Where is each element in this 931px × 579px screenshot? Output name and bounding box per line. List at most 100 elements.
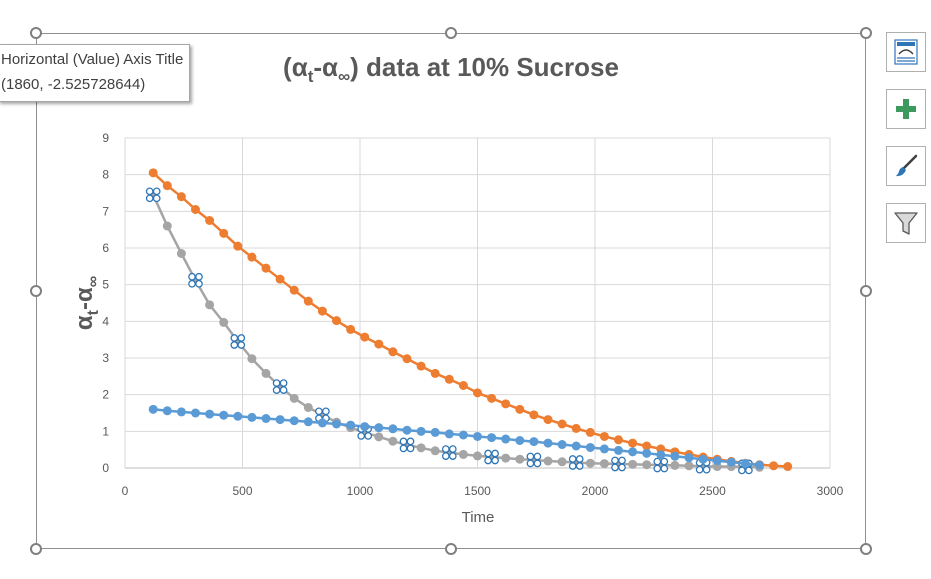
data-point[interactable]	[726, 457, 736, 467]
data-point[interactable]	[628, 438, 638, 448]
data-point[interactable]	[332, 316, 341, 326]
data-point[interactable]	[388, 347, 398, 357]
data-point[interactable]	[755, 460, 764, 470]
x-axis-title[interactable]: Time	[462, 509, 495, 526]
data-point[interactable]	[191, 408, 200, 418]
data-point[interactable]	[289, 285, 299, 295]
data-point[interactable]	[416, 443, 426, 453]
data-point[interactable]	[543, 456, 553, 466]
data-point[interactable]	[642, 448, 652, 458]
chart-styles-button[interactable]	[886, 146, 926, 186]
data-point[interactable]	[698, 454, 708, 464]
data-point[interactable]	[614, 445, 623, 455]
data-point[interactable]	[430, 446, 440, 456]
series-line[interactable]	[152, 171, 788, 468]
resize-handle-top-center[interactable]	[445, 27, 457, 39]
selected-data-point[interactable]	[568, 455, 584, 470]
data-point[interactable]	[176, 249, 186, 258]
data-point[interactable]	[557, 457, 567, 467]
data-point[interactable]	[444, 374, 454, 384]
data-point[interactable]	[430, 427, 440, 437]
chart-layout-button[interactable]	[886, 32, 926, 72]
chart-title[interactable]: (αt-α∞) data at 10% Sucrose	[283, 52, 619, 86]
data-point[interactable]	[642, 441, 652, 451]
data-point[interactable]	[670, 451, 680, 461]
data-point[interactable]	[557, 419, 567, 429]
data-point[interactable]	[501, 453, 511, 463]
data-point[interactable]	[261, 414, 271, 423]
data-point[interactable]	[684, 453, 694, 463]
data-point[interactable]	[303, 296, 313, 306]
data-point[interactable]	[515, 436, 525, 445]
data-point[interactable]	[473, 451, 482, 461]
data-point[interactable]	[487, 393, 497, 403]
selected-data-point[interactable]	[653, 457, 669, 473]
resize-handle-bottom-right[interactable]	[860, 543, 872, 555]
data-point[interactable]	[585, 427, 595, 437]
data-point[interactable]	[289, 416, 299, 426]
data-point[interactable]	[402, 425, 412, 435]
data-point[interactable]	[599, 459, 609, 469]
data-point[interactable]	[529, 437, 539, 447]
chart-elements-button[interactable]	[886, 89, 926, 129]
selected-data-point[interactable]	[315, 407, 330, 423]
selected-data-point[interactable]	[441, 445, 457, 460]
series-blue[interactable]	[148, 404, 764, 470]
data-point[interactable]	[303, 403, 313, 412]
data-point[interactable]	[402, 354, 412, 364]
data-point[interactable]	[515, 454, 525, 464]
data-point[interactable]	[557, 440, 567, 450]
data-point[interactable]	[176, 192, 186, 202]
data-point[interactable]	[740, 459, 750, 469]
data-point[interactable]	[247, 252, 257, 262]
data-point[interactable]	[374, 423, 384, 433]
data-point[interactable]	[219, 410, 229, 420]
data-point[interactable]	[585, 458, 595, 468]
data-point[interactable]	[501, 399, 511, 409]
data-series[interactable]	[145, 168, 793, 475]
data-point[interactable]	[430, 368, 440, 378]
data-point[interactable]	[388, 436, 398, 446]
data-point[interactable]	[148, 168, 158, 178]
data-point[interactable]	[501, 434, 511, 444]
data-point[interactable]	[543, 415, 553, 425]
data-point[interactable]	[205, 409, 215, 419]
data-point[interactable]	[219, 228, 229, 238]
data-point[interactable]	[487, 433, 497, 443]
resize-handle-bottom-left[interactable]	[30, 543, 42, 555]
data-point[interactable]	[374, 432, 384, 442]
data-point[interactable]	[458, 430, 468, 440]
data-point[interactable]	[585, 442, 595, 452]
selected-data-point[interactable]	[188, 272, 203, 288]
data-point[interactable]	[317, 306, 327, 316]
chart-filters-button[interactable]	[886, 203, 926, 243]
data-point[interactable]	[614, 435, 623, 445]
data-point[interactable]	[374, 339, 384, 349]
selected-data-point[interactable]	[145, 187, 161, 203]
data-point[interactable]	[346, 324, 356, 334]
data-point[interactable]	[642, 460, 652, 470]
data-point[interactable]	[191, 205, 200, 214]
data-point[interactable]	[458, 449, 468, 459]
data-point[interactable]	[416, 426, 426, 436]
data-point[interactable]	[205, 216, 215, 225]
resize-handle-bottom-center[interactable]	[445, 543, 457, 555]
data-point[interactable]	[346, 420, 356, 430]
data-point[interactable]	[656, 450, 666, 460]
data-point[interactable]	[388, 424, 398, 434]
data-point[interactable]	[275, 274, 285, 284]
series-line[interactable]	[152, 194, 760, 469]
data-point[interactable]	[515, 404, 525, 414]
data-point[interactable]	[458, 381, 468, 390]
selected-data-point[interactable]	[526, 452, 542, 468]
data-point[interactable]	[360, 422, 370, 432]
data-point[interactable]	[247, 412, 257, 422]
selected-data-point[interactable]	[230, 334, 246, 349]
data-point[interactable]	[783, 462, 793, 472]
data-point[interactable]	[769, 461, 779, 471]
selected-data-point[interactable]	[399, 437, 415, 453]
selected-data-point[interactable]	[484, 449, 499, 465]
data-point[interactable]	[543, 438, 553, 448]
data-point[interactable]	[571, 423, 581, 433]
data-point[interactable]	[670, 460, 680, 470]
